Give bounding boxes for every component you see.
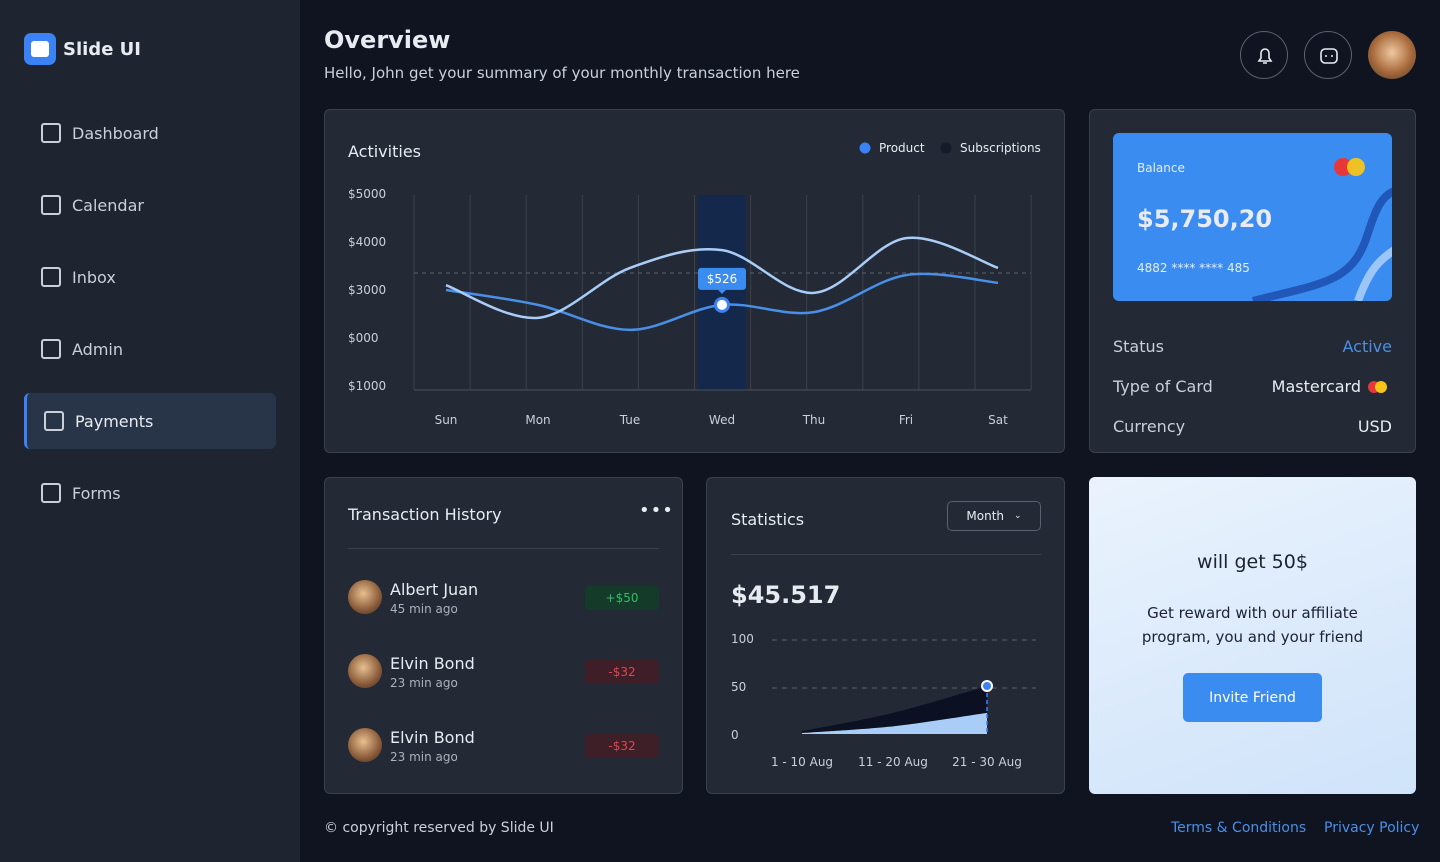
menu-label: Calendar [72,195,144,215]
menu-item[interactable]: Forms [24,465,276,521]
transaction-row: Elvin Bond 23 min ago -$32 [348,654,660,694]
transaction-name: Elvin Bond [390,654,475,673]
menu-icon [41,339,61,359]
period-select[interactable]: Month ⌄ [947,501,1041,531]
detail-label: Type of Card [1113,377,1213,396]
transaction-avatar [348,654,382,688]
menu-label: Payments [75,411,154,431]
transaction-amount: -$32 [585,734,659,758]
logo [24,33,56,65]
card-title: Statistics [731,510,805,529]
detail-value: Mastercard [1271,377,1361,396]
select-label: Month [966,509,1005,523]
statistic-value: $45.517 [731,581,841,609]
notification-button[interactable] [1240,31,1288,79]
activities-card: Activities [324,109,1065,453]
menu-icon [41,267,61,287]
footer-link[interactable]: Terms & Conditions [1171,820,1307,836]
message-button[interactable] [1304,31,1352,79]
page-subtitle: Hello, John get your summary of your mon… [324,64,800,82]
statistics-card: Statistics Month ⌄ $45.517 [706,477,1065,794]
menu-label: Dashboard [72,123,159,143]
menu-icon [41,483,61,503]
detail-value: Active [1342,337,1393,356]
menu-label: Forms [72,483,121,503]
card-title: Activities [348,142,421,161]
divider [731,554,1041,555]
transaction-amount: -$32 [585,660,659,684]
detail-label: Currency [1113,417,1186,436]
menu-label: Admin [72,339,123,359]
menu-item[interactable]: Admin [24,321,276,377]
card-title: Transaction History [348,505,502,524]
divider [348,548,659,549]
card-number: 4882 **** **** 485 [1137,261,1250,275]
promo-title: will get 50$ [1197,551,1308,573]
detail-value: USD [1357,417,1392,436]
brand: Slide UI [63,39,141,60]
menu-label: Inbox [72,267,116,287]
promo-card: will get 50$ Get reward with our affilia… [1089,477,1416,794]
mastercard-icon [1375,381,1387,393]
card-label: Balance [1137,161,1185,175]
transaction-time: 45 min ago [390,602,458,616]
menu-item[interactable]: Dashboard [24,105,276,161]
menu-icon [41,195,61,215]
menu-icon [41,123,61,143]
transaction-avatar [348,580,382,614]
card-amount: $5,750,20 [1137,205,1273,233]
avatar[interactable] [1368,31,1416,79]
menu-item[interactable]: Inbox [24,249,276,305]
invite-button[interactable]: Invite Friend [1183,673,1322,722]
transaction-time: 23 min ago [390,676,458,690]
transaction-time: 23 min ago [390,750,458,764]
menu-item[interactable]: Calendar [24,177,276,233]
menu-item[interactable]: Payments [24,393,276,449]
transaction-name: Albert Juan [390,580,479,599]
transaction-amount: +$50 [585,586,659,610]
transaction-name: Elvin Bond [390,728,475,747]
copyright: © copyright reserved by Slide UI [324,820,554,836]
detail-label: Status [1113,337,1164,356]
transaction-row: Elvin Bond 23 min ago -$32 [348,728,660,768]
page-title: Overview [324,26,451,54]
bank-card: Balance $5,750,20 4882 **** **** 485 [1113,133,1392,301]
balance-card: Balance $5,750,20 4882 **** **** 485 Sta… [1089,109,1416,453]
transaction-avatar [348,728,382,762]
transaction-row: Albert Juan 45 min ago +$50 [348,580,660,620]
promo-text: Get reward with our affiliate program, y… [1141,604,1364,646]
sidebar: Slide UI Dashboard Calendar Inbox Admin Paym… [0,0,300,862]
more-button[interactable]: ••• [639,500,674,521]
footer-link[interactable]: Privacy Policy [1324,820,1420,836]
menu-icon [44,411,64,431]
